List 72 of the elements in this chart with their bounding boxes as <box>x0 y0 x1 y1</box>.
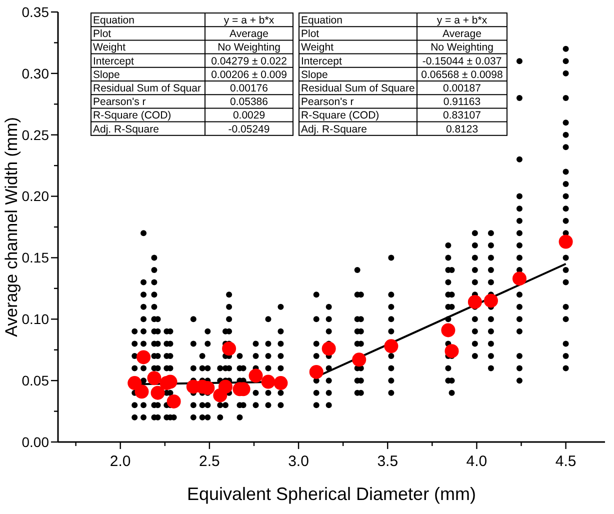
x-tick-label: 2.0 <box>110 453 131 470</box>
annotation: y = a + b*x <box>436 14 488 26</box>
annotation: No Weighting <box>430 42 494 54</box>
x-tick-label: 3.0 <box>288 453 309 470</box>
annotation: Adj. R-Square <box>301 123 368 136</box>
point <box>222 342 236 356</box>
annotation: Equation <box>93 14 135 26</box>
annotation: 0.05386 <box>230 96 268 108</box>
x-axis-title: Equivalent Spherical Diameter (mm) <box>186 484 476 504</box>
point <box>147 371 162 386</box>
point <box>444 344 459 358</box>
point <box>274 376 288 390</box>
annotation: R-Square (COD) <box>301 110 380 122</box>
annotation: 0.06568 ± 0.0098 <box>421 68 503 81</box>
annotation: Weight <box>93 42 126 54</box>
annotation: -0.05249 <box>228 123 270 136</box>
annotation: y = a + b*x <box>224 14 275 26</box>
annotation: Plot <box>301 28 320 40</box>
x-tick-label: 2.5 <box>199 453 220 470</box>
y-tick-label: 0.00 <box>22 434 50 450</box>
annotation: Residual Sum of Square <box>301 82 415 94</box>
point <box>261 374 276 389</box>
point <box>352 352 366 367</box>
x-tick-label: 4.0 <box>466 453 488 470</box>
annotation: R-Square (COD) <box>93 110 172 122</box>
point <box>484 294 498 308</box>
point <box>136 350 151 364</box>
annotation: 0.04279 ± 0.022 <box>211 55 288 68</box>
annotation: Weight <box>301 42 334 54</box>
point <box>150 386 165 400</box>
y-tick-label: 0.15 <box>22 250 50 266</box>
y-tick-label: 0.20 <box>22 188 50 204</box>
point <box>558 234 573 249</box>
point <box>309 364 324 379</box>
annotation: Slope <box>93 68 120 81</box>
point <box>441 323 456 338</box>
annotation: Pearson's r <box>301 96 354 108</box>
annotation: Residual Sum of Squar <box>93 82 202 94</box>
y-tick-label: 0.10 <box>22 311 50 328</box>
annotation: Pearson's r <box>93 96 146 108</box>
annotation: 0.83107 <box>443 110 482 122</box>
annotation: Intercept <box>93 55 134 68</box>
annotation: Average <box>230 28 269 40</box>
annotation: Equation <box>301 14 343 26</box>
annotation: 0.91163 <box>443 96 481 108</box>
y-axis-title: Average channel Width (mm) <box>2 117 21 337</box>
x-tick-label: 4.5 <box>555 453 576 470</box>
point <box>218 380 232 394</box>
point <box>512 272 526 286</box>
annotation: Plot <box>93 28 112 40</box>
y-tick-label: 0.35 <box>22 4 50 20</box>
annotation: Adj. R-Square <box>93 123 160 136</box>
y-tick-label: 0.05 <box>22 372 50 388</box>
point <box>322 342 336 356</box>
y-tick-label: 0.25 <box>22 126 50 143</box>
x-tick-label: 3.5 <box>377 453 398 470</box>
point <box>166 394 181 408</box>
point <box>248 368 263 383</box>
y-tick-label: 0.30 <box>22 65 50 82</box>
point <box>134 384 149 399</box>
annotation: 0.8123 <box>446 123 478 136</box>
annotation: 0.0029 <box>232 110 266 122</box>
point <box>468 294 482 309</box>
annotation: Average <box>442 28 482 40</box>
annotation: Slope <box>301 68 328 81</box>
annotation: -0.15044 ± 0.037 <box>422 55 502 68</box>
point <box>384 339 398 354</box>
annotation: 0.00176 <box>230 82 268 94</box>
annotation: Intercept <box>301 55 342 68</box>
annotation: No Weighting <box>218 42 281 54</box>
annotation: 0.00187 <box>443 82 482 94</box>
annotation: 0.00206 ± 0.009 <box>211 68 288 81</box>
